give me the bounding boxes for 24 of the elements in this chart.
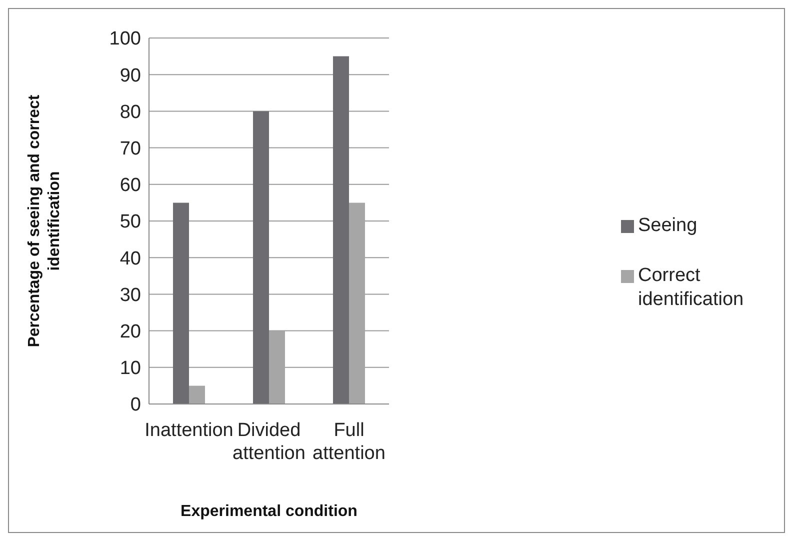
legend-label: Correct identification (638, 264, 745, 312)
y-tick-label: 0 (130, 394, 141, 416)
x-tick-label: Full attention (312, 420, 386, 464)
legend-label: Seeing (638, 214, 698, 238)
y-tick-label: 100 (109, 28, 141, 50)
bar (269, 330, 285, 404)
x-axis-title: Experimental condition (180, 503, 358, 520)
y-tick-label: 60 (120, 175, 141, 196)
bar (333, 56, 349, 404)
bar (253, 111, 269, 404)
bar (173, 202, 189, 404)
y-tick-label: 20 (120, 322, 141, 343)
x-tick-label: Inattention (144, 420, 234, 441)
bar (189, 386, 205, 404)
x-tick-label: Divided attention (232, 420, 306, 464)
y-tick-label: 30 (120, 284, 141, 306)
y-axis-title: Percentage of seeing and correct identification (26, 94, 63, 348)
bar (349, 202, 365, 404)
y-tick-label: 10 (120, 358, 141, 380)
y-tick-label: 70 (120, 138, 141, 160)
y-tick-label: 90 (120, 65, 141, 86)
y-tick-label: 40 (120, 248, 141, 270)
y-tick-label: 50 (120, 212, 141, 233)
y-tick-label: 80 (120, 102, 141, 123)
